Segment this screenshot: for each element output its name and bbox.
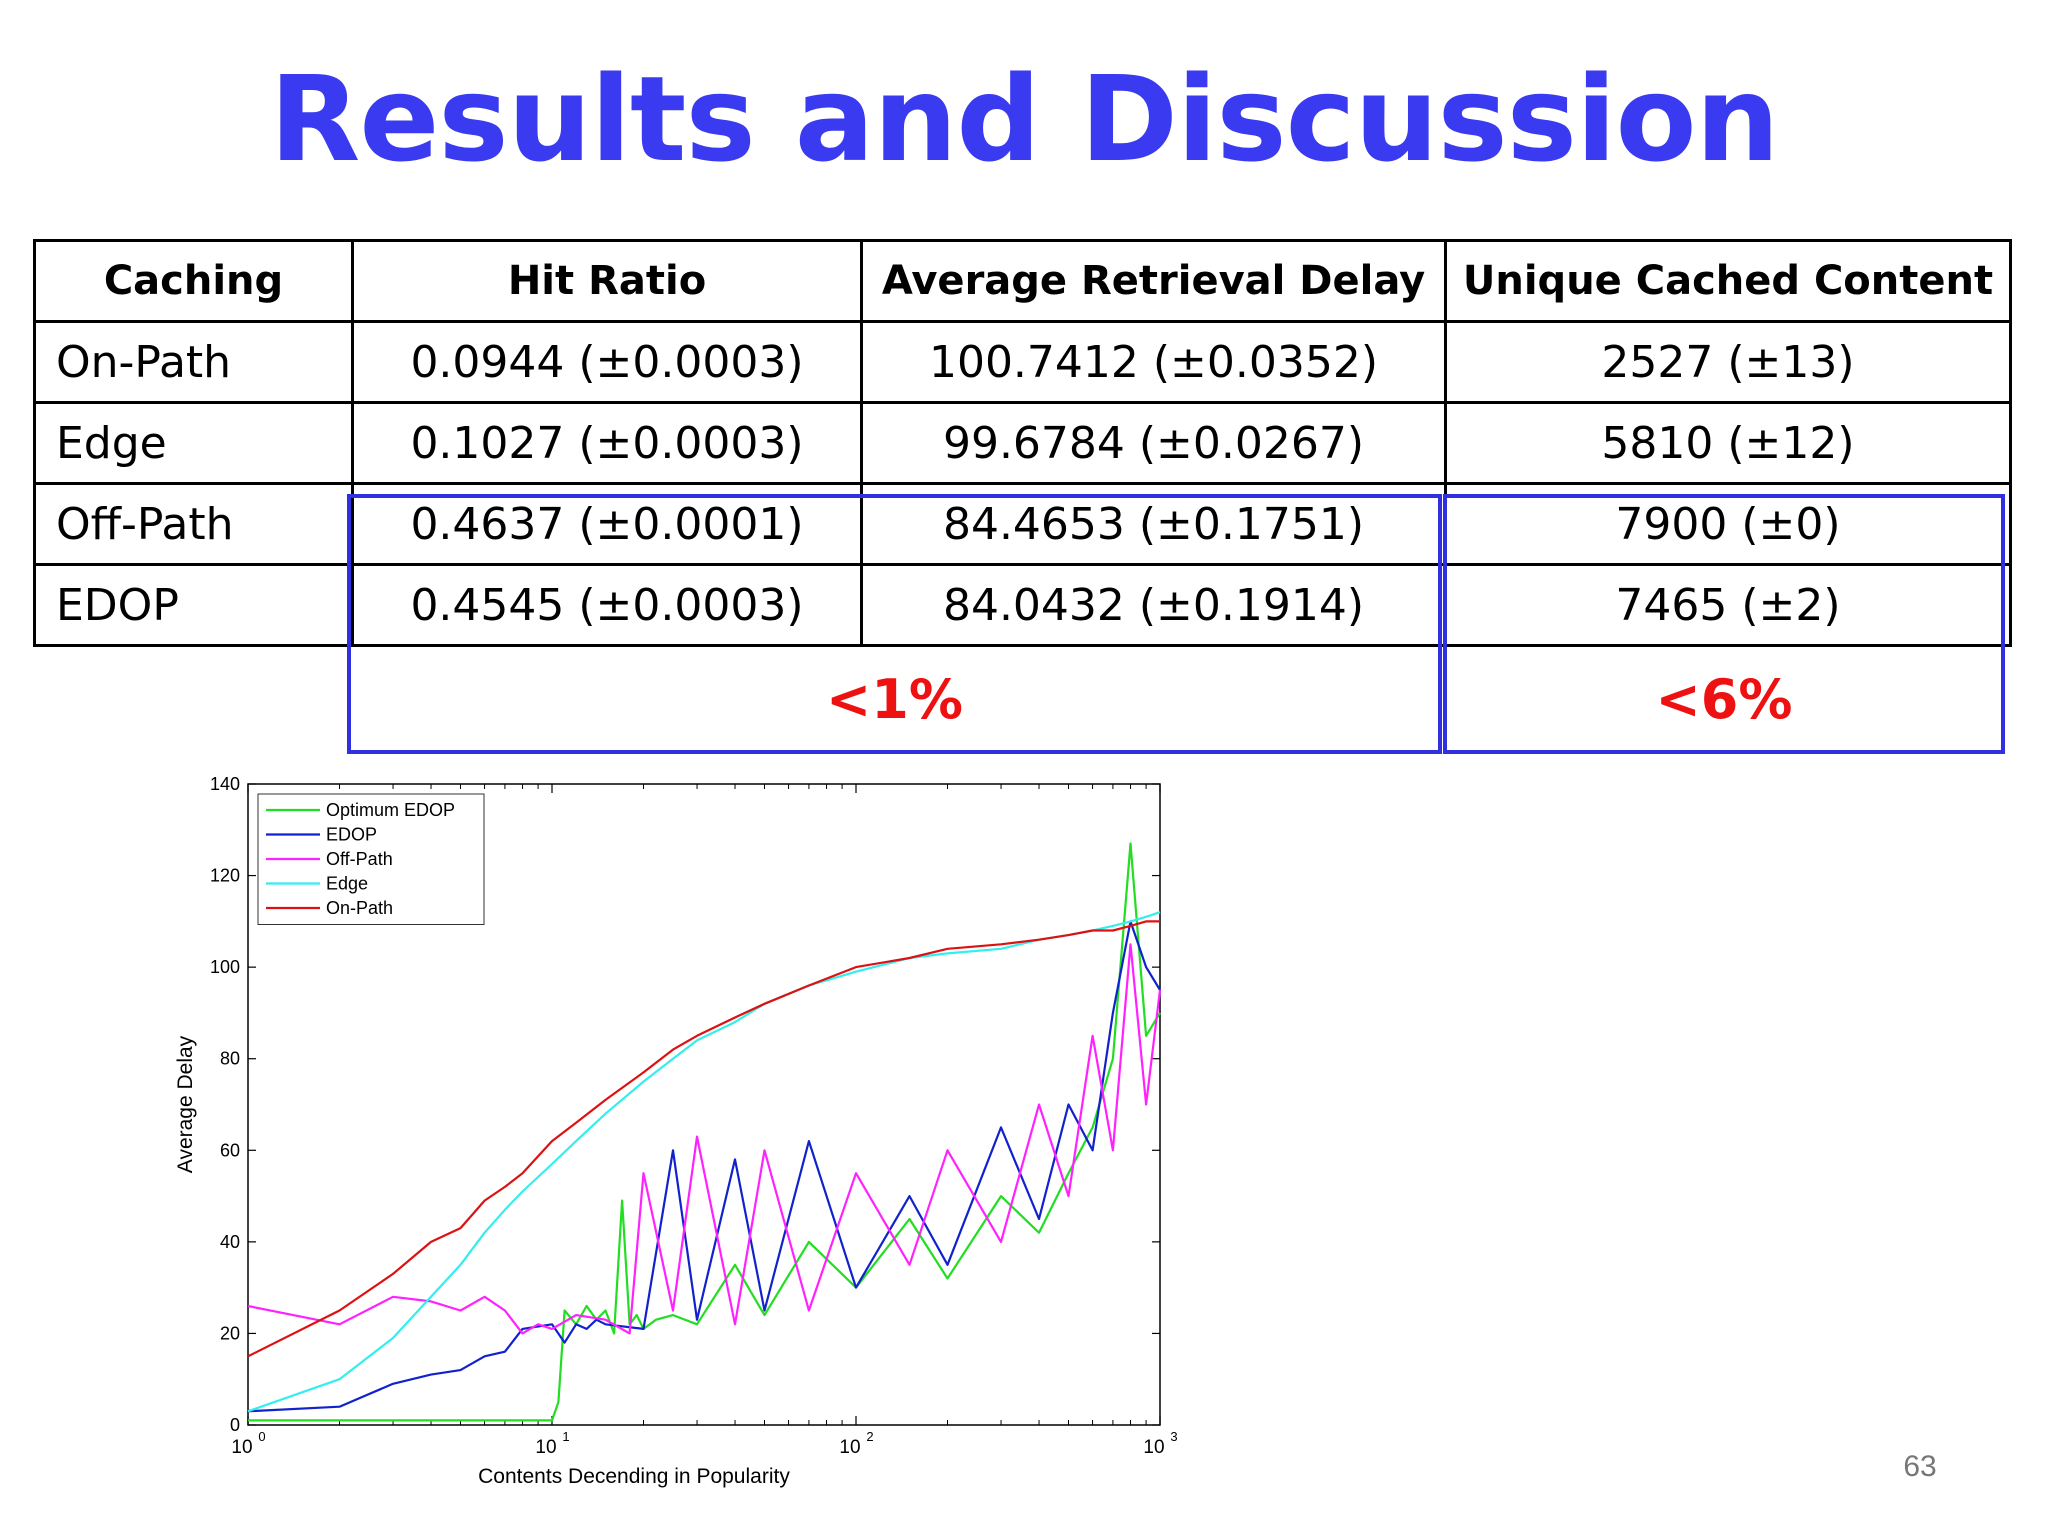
- x-tick-exponent: 3: [1170, 1429, 1177, 1444]
- cell-method: EDOP: [33, 563, 354, 647]
- table-row: Edge 0.1027 (±0.0003) 99.6784 (±0.0267) …: [33, 401, 2012, 485]
- x-axis-label: Contents Decending in Popularity: [478, 1465, 790, 1488]
- header-caching: Caching: [33, 239, 354, 323]
- y-tick-label: 80: [220, 1049, 240, 1069]
- improvement-label-right: <6%: [1655, 668, 1793, 731]
- x-tick-exponent: 1: [562, 1429, 569, 1444]
- cell-unique-content: 7465 (±2): [1444, 563, 2012, 647]
- y-axis-label: Average Delay: [174, 1035, 197, 1173]
- x-tick-label: 10: [839, 1437, 860, 1458]
- cell-method: On-Path: [33, 320, 354, 404]
- slide-title: Results and Discussion: [269, 50, 1779, 188]
- cell-method: Edge: [33, 401, 354, 485]
- y-tick-label: 40: [220, 1232, 240, 1252]
- legend-label: On-Path: [326, 898, 393, 918]
- y-tick-label: 140: [210, 774, 240, 794]
- cell-delay: 100.7412 (±0.0352): [860, 320, 1447, 404]
- legend-label: EDOP: [326, 825, 377, 845]
- table-row: EDOP 0.4545 (±0.0003) 84.0432 (±0.1914) …: [33, 563, 2012, 647]
- x-tick-exponent: 0: [258, 1429, 265, 1444]
- cell-delay: 99.6784 (±0.0267): [860, 401, 1447, 485]
- results-table: Caching Hit Ratio Average Retrieval Dela…: [33, 239, 2012, 647]
- y-tick-label: 120: [210, 866, 240, 886]
- header-unique-cached-content: Unique Cached Content: [1444, 239, 2012, 323]
- legend-label: Off-Path: [326, 849, 393, 869]
- cell-unique-content: 2527 (±13): [1444, 320, 2012, 404]
- y-tick-label: 0: [230, 1415, 240, 1435]
- series-line-off-path: [247, 943, 1162, 1335]
- header-average-retrieval-delay: Average Retrieval Delay: [860, 239, 1447, 323]
- table-header-row: Caching Hit Ratio Average Retrieval Dela…: [33, 239, 2012, 323]
- legend-label: Edge: [326, 874, 368, 894]
- legend-label: Optimum EDOP: [326, 800, 455, 820]
- highlight-box-hit-delay: [347, 494, 1442, 754]
- page-number: 63: [1903, 1450, 1937, 1483]
- cell-unique-content: 5810 (±12): [1444, 401, 2012, 485]
- y-tick-label: 100: [210, 957, 240, 977]
- header-hit-ratio: Hit Ratio: [351, 239, 863, 323]
- x-tick-label: 10: [231, 1437, 252, 1458]
- cell-hit-ratio: 0.1027 (±0.0003): [351, 401, 863, 485]
- cell-hit-ratio: 0.4545 (±0.0003): [351, 563, 863, 647]
- cell-method: Off-Path: [33, 482, 354, 566]
- x-tick-label: 10: [1143, 1437, 1164, 1458]
- y-tick-label: 20: [220, 1323, 240, 1343]
- x-tick-label: 10: [535, 1437, 556, 1458]
- x-tick-exponent: 2: [866, 1429, 873, 1444]
- improvement-label-left: <1%: [826, 668, 963, 731]
- table-row: On-Path 0.0944 (±0.0003) 100.7412 (±0.03…: [33, 320, 2012, 404]
- y-tick-label: 60: [220, 1140, 240, 1160]
- cell-hit-ratio: 0.0944 (±0.0003): [351, 320, 863, 404]
- series-line-edop: [247, 920, 1161, 1413]
- series-line-on-path: [247, 920, 1160, 1358]
- highlight-box-unique-content: [1443, 494, 2005, 754]
